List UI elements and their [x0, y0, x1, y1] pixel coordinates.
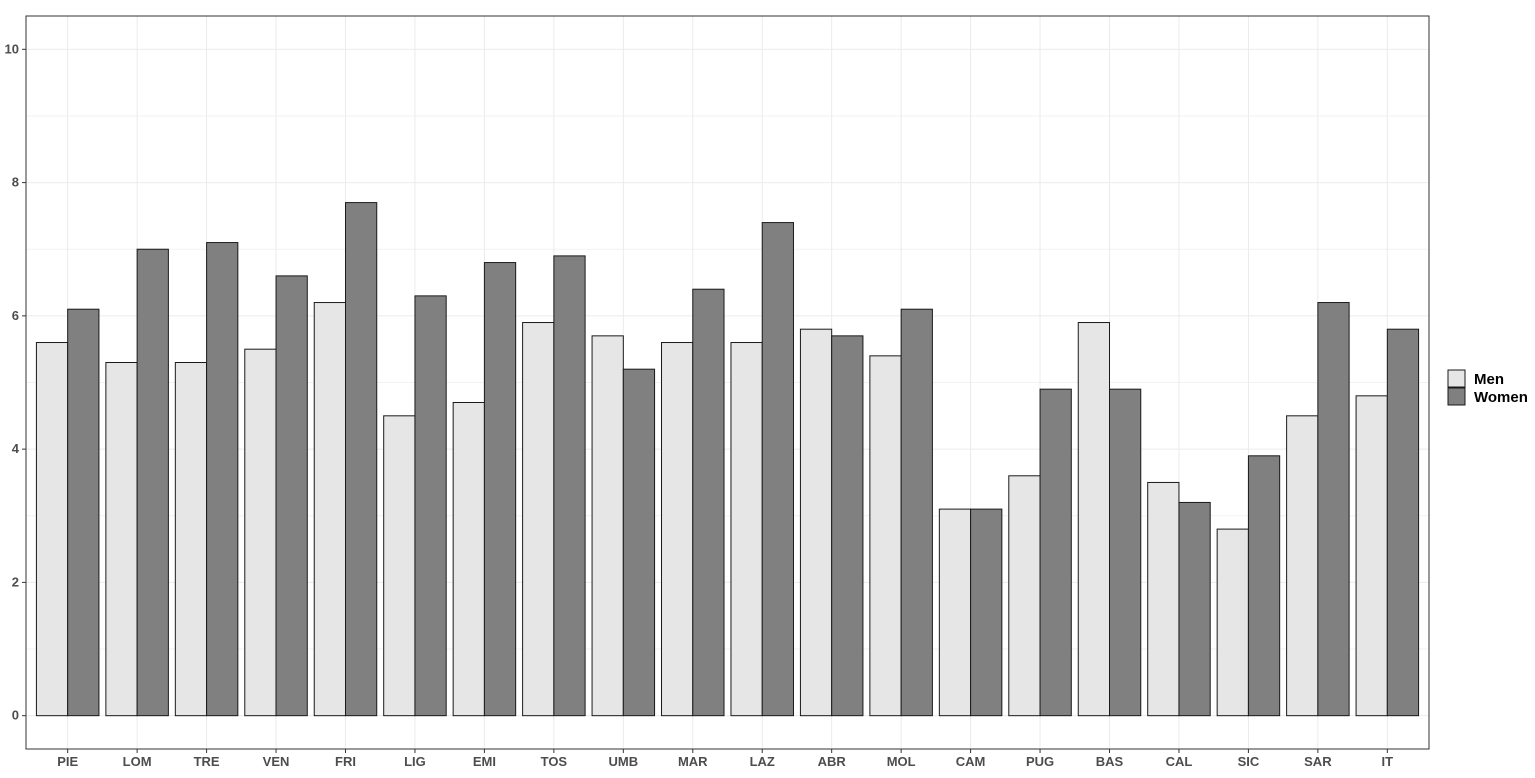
legend-key-men	[1447, 369, 1466, 388]
x-tick-label: MAR	[678, 754, 708, 769]
legend-label-women: Women	[1474, 389, 1528, 406]
y-tick-label: 2	[12, 574, 19, 589]
bar-men-cal	[1147, 481, 1180, 717]
x-axis: PIE LOM TRE VEN FRI LIG EMI TOS UMB MAR LAZ ABR MOL C…	[57, 749, 1393, 769]
x-tick-label: TRE	[194, 754, 220, 769]
x-tick-label: SIC	[1238, 754, 1260, 769]
bar-men-pie	[35, 342, 69, 717]
bar-men-laz	[730, 342, 763, 717]
bar-men-tre	[174, 362, 208, 717]
bar-women-sar	[1317, 302, 1350, 717]
x-tick-label: LOM	[123, 754, 152, 769]
bar-women-ven	[275, 275, 308, 717]
bar-men-lig	[383, 415, 416, 717]
x-tick-label: FRI	[335, 754, 356, 769]
bar-women-sic	[1247, 455, 1281, 717]
bar-men-sar	[1286, 415, 1319, 717]
bars	[35, 202, 1420, 717]
y-tick-label: 4	[12, 441, 20, 456]
bar-men-bas	[1077, 322, 1111, 717]
bar-women-mar	[692, 288, 725, 717]
x-tick-label: VEN	[263, 754, 290, 769]
y-tick-label: 0	[12, 708, 19, 723]
bar-men-mar	[661, 342, 694, 717]
bar-women-pie	[67, 308, 100, 717]
y-tick-label: 8	[12, 175, 19, 190]
bar-men-emi	[452, 401, 485, 717]
legend-label-men: Men	[1474, 371, 1504, 388]
x-tick-label: ABR	[818, 754, 847, 769]
x-tick-label: PUG	[1026, 754, 1054, 769]
bar-women-mol	[900, 308, 933, 717]
plot-border	[25, 15, 1430, 750]
bar-women-it	[1386, 328, 1420, 717]
bar-women-fri	[344, 202, 378, 717]
x-tick-label: EMI	[473, 754, 496, 769]
bar-men-lom	[105, 362, 138, 717]
x-tick-label: LIG	[404, 754, 426, 769]
bar-women-tos	[553, 255, 586, 717]
bar-women-cam	[970, 508, 1003, 717]
bar-women-tre	[206, 242, 239, 717]
x-tick-label: TOS	[541, 754, 568, 769]
x-tick-label: PIE	[57, 754, 78, 769]
y-tick-label: 10	[5, 41, 19, 56]
x-tick-label: IT	[1382, 754, 1394, 769]
y-tick-label: 6	[12, 308, 19, 323]
bar-men-it	[1355, 395, 1388, 717]
bar-men-tos	[522, 322, 555, 717]
bar-women-laz	[761, 222, 794, 717]
bar-women-emi	[483, 262, 517, 717]
x-tick-label: UMB	[609, 754, 639, 769]
x-tick-label: SAR	[1304, 754, 1332, 769]
bar-men-pug	[1008, 475, 1041, 717]
bar-men-umb	[591, 335, 624, 717]
bar-women-cal	[1178, 501, 1211, 717]
bar-men-abr	[799, 328, 833, 717]
bar-men-fri	[313, 302, 346, 717]
y-axis: 0 2 4 6 8 10	[5, 41, 26, 723]
legend-key-women	[1447, 387, 1466, 406]
x-tick-label: MOL	[887, 754, 916, 769]
bar-men-mol	[869, 355, 902, 717]
bar-women-bas	[1109, 388, 1142, 717]
bar-women-lig	[414, 295, 447, 717]
x-tick-label: BAS	[1096, 754, 1124, 769]
x-tick-label: CAL	[1166, 754, 1193, 769]
bar-women-abr	[831, 335, 864, 717]
bar-women-lom	[136, 248, 169, 717]
bar-women-umb	[622, 368, 656, 717]
bar-men-sic	[1216, 528, 1249, 717]
x-tick-label: CAM	[956, 754, 986, 769]
bar-men-ven	[244, 348, 277, 717]
bar-women-pug	[1039, 388, 1072, 717]
bar-men-cam	[938, 508, 972, 717]
x-tick-label: LAZ	[750, 754, 775, 769]
